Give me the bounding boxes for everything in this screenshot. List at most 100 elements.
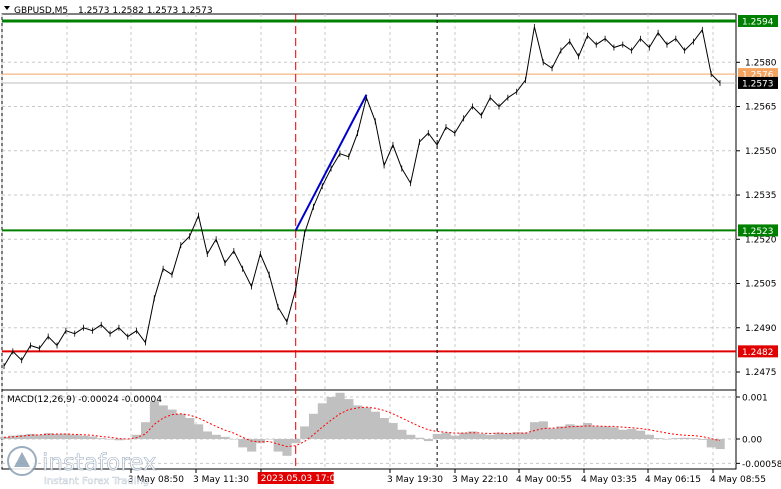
macd-bar [582, 423, 593, 439]
stop-tag-label: 1.2482 [742, 348, 774, 358]
macd-bar [291, 439, 301, 444]
macd-bar [565, 424, 575, 439]
current-price-tag-label: 1.2573 [742, 79, 774, 89]
macd-bar [547, 428, 557, 439]
macd-bar [627, 428, 637, 439]
macd-y-tick-label: 0.00 [742, 436, 762, 446]
x-tick-label: 4 May 08:55 [710, 475, 766, 485]
macd-bar [715, 439, 725, 450]
macd-bar [600, 426, 610, 439]
macd-bar [70, 434, 80, 439]
macd-bar [308, 413, 319, 439]
macd-bar [26, 433, 36, 439]
macd-bar [680, 437, 690, 439]
price-axis: 1.2475 1.2490 1.2505 1.2520 1.2535 1.2550 1.25… [736, 15, 781, 470]
macd-bar [432, 433, 442, 439]
level-lines [2, 14, 736, 469]
macd-bar [17, 434, 27, 439]
macd-bar [653, 438, 663, 439]
macd-bar [194, 424, 204, 439]
macd-bar [415, 437, 425, 439]
macd-bar [273, 439, 283, 452]
macd-bar [43, 433, 53, 439]
ohlc-values: 1.2573 1.2582 1.2573 1.2573 [78, 6, 213, 16]
time-axis: 3 May 08:503 May 11:303 May 14:103 May 1… [128, 469, 766, 485]
y-tick-label: 1.2580 [745, 58, 777, 68]
macd-bar [61, 433, 71, 439]
macd-bar [521, 432, 531, 439]
x-tick-label: 4 May 00:55 [516, 475, 572, 485]
price-line [3, 26, 721, 367]
grid [1, 14, 736, 469]
macd-bar [114, 439, 124, 441]
symbol-label: GBPUSD,M5 [14, 6, 68, 16]
macd-bar [87, 436, 98, 439]
event-time-label: 2023.05.03 17:00 [261, 474, 342, 484]
x-tick-label: 3 May 08:50 [128, 475, 184, 485]
macd-bar [556, 426, 566, 439]
price-layer [3, 23, 721, 370]
macd-bar [362, 407, 372, 439]
macd-bar [149, 401, 159, 439]
macd-bar [79, 435, 89, 439]
macd-bar [591, 426, 601, 439]
macd-bar [34, 434, 45, 439]
macd-bar [485, 434, 495, 439]
macd-bar [494, 432, 504, 439]
macd-bar [247, 439, 257, 452]
macd-bar [96, 438, 106, 439]
macd-bar [503, 433, 513, 439]
macd-bar [238, 439, 248, 448]
macd-bar [662, 439, 672, 440]
macd-bar [105, 439, 115, 440]
x-tick-label: 4 May 06:15 [645, 475, 701, 485]
orange-level-tag-label: 1.2576 [742, 71, 774, 81]
macd-bar [300, 426, 310, 439]
y-tick-label: 1.2520 [745, 235, 777, 245]
event-time-tag [257, 472, 334, 484]
macd-signal-line [3, 406, 721, 448]
stop-tag [738, 345, 778, 358]
instaforex-watermark: instaforex Instant Forex Trading [7, 446, 157, 487]
macd-bar [538, 421, 548, 439]
y-tick-label: 1.2565 [745, 103, 777, 113]
macd-bar [211, 434, 221, 439]
macd-bar [476, 433, 487, 439]
macd-bar [468, 431, 478, 439]
macd-bar [335, 392, 345, 439]
macd-bar [167, 409, 177, 439]
macd-bar [344, 399, 354, 439]
macd-bar [202, 431, 213, 439]
y-tick-label: 1.2550 [745, 147, 777, 157]
macd-bar [326, 397, 336, 439]
macd-bar [264, 439, 274, 440]
macd-bar [512, 432, 522, 439]
support-tag [738, 224, 778, 237]
x-tick-label: 3 May 19:30 [387, 475, 443, 485]
macd-bar [52, 433, 62, 439]
macd-bar [636, 430, 646, 439]
macd-bar [459, 432, 469, 439]
macd-bar [689, 438, 699, 439]
macd-bar [353, 405, 363, 439]
macd-bar [397, 429, 407, 439]
chart-header: GBPUSD,M5 1.2573 1.2582 1.2573 1.2573 [4, 6, 213, 16]
dropdown-triangle-icon[interactable] [4, 6, 10, 10]
macd-bar [697, 439, 708, 440]
macd-bar [0, 436, 9, 439]
macd-bar [185, 418, 195, 439]
trend-line[interactable] [294, 94, 368, 231]
y-tick-label: 1.2505 [745, 280, 777, 290]
macd-bar [450, 435, 460, 439]
macd-y-tick-label: -0.00058 [742, 460, 781, 470]
x-tick-label: 4 May 03:35 [581, 475, 637, 485]
watermark-brand: instaforex [42, 450, 157, 476]
macd-bar [644, 434, 655, 439]
macd-bar [158, 405, 168, 439]
x-tick-label: 3 May 11:30 [193, 475, 249, 485]
macd-bar [423, 439, 434, 442]
watermark-tagline: Instant Forex Trading [44, 476, 149, 487]
macd-bar [406, 434, 416, 439]
macd-bar [282, 439, 292, 456]
